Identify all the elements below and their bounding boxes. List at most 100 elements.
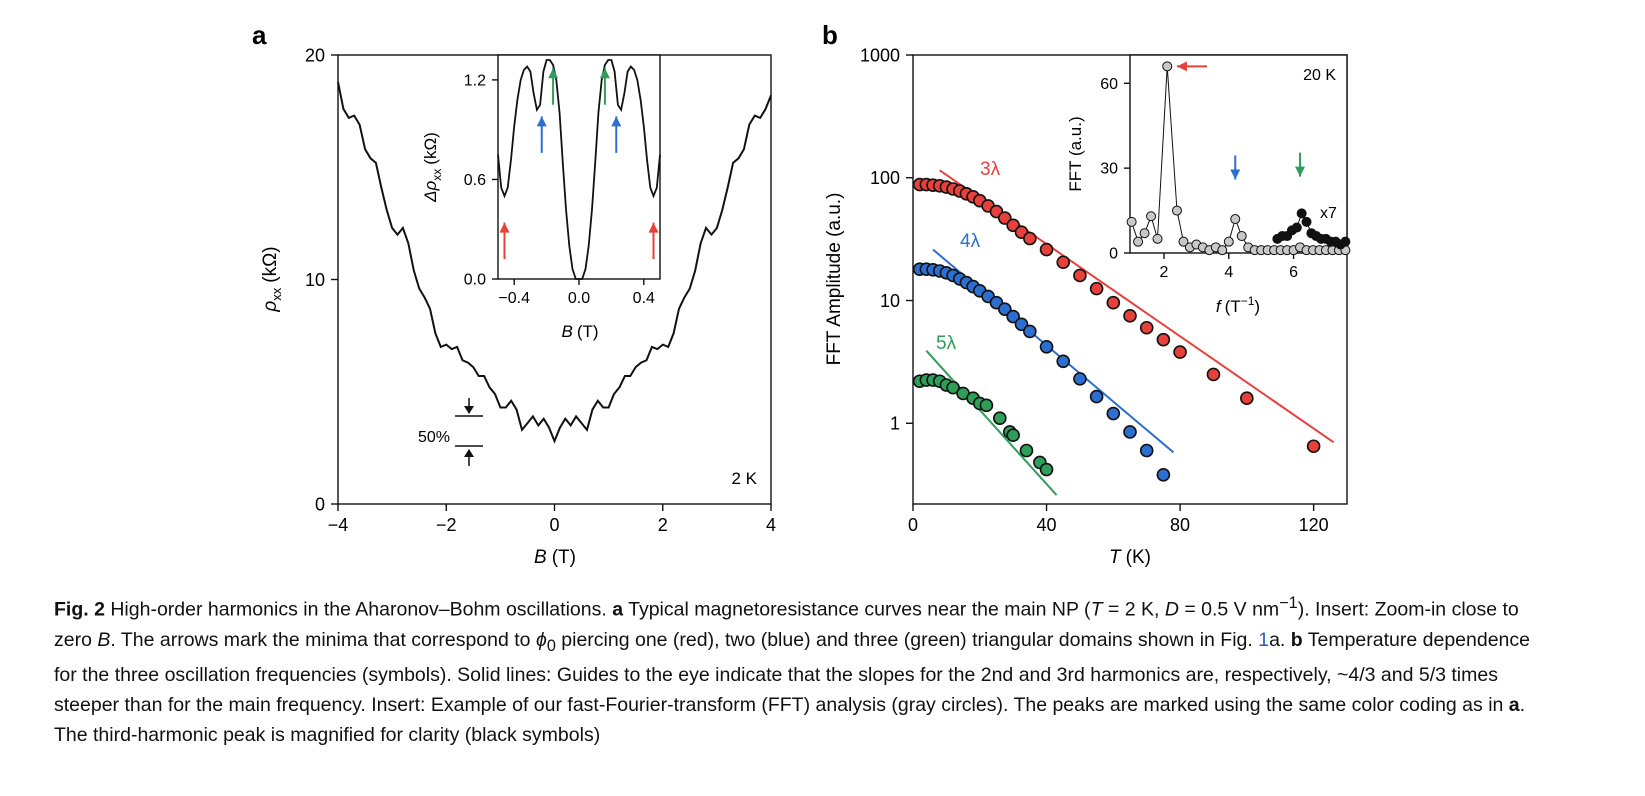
panel-b-point-red: [1056, 255, 1071, 270]
panel-b-point-green: [946, 380, 960, 395]
panel-a-inset-arrow-blue-head: [536, 116, 547, 127]
caption-figure-link[interactable]: 1: [1258, 628, 1270, 651]
panel-b-inset-xlabel-symbol: f: [1216, 297, 1223, 316]
panel-b-point-green: [1039, 462, 1054, 477]
panel-b-inset-point-gray: [1133, 236, 1144, 247]
panel-b-inset-xlabel-superscript: −1: [1241, 294, 1255, 308]
caption-part: = 2 K,: [1102, 598, 1165, 621]
caption-part: . The third-harmonic peak is magnified f…: [54, 694, 1526, 747]
panel-a-inset-curve: [497, 59, 661, 280]
panel-b-xtick-label: 80: [1170, 515, 1190, 535]
panel-b-inset-xlabel-close: ): [1254, 297, 1260, 316]
panel-b-point-red: [1156, 332, 1171, 347]
caption-symbol: T: [1090, 598, 1103, 621]
caption-part: a.: [1269, 628, 1291, 651]
panel-a-xtick-label: −2: [436, 515, 457, 535]
scale-bar: 50%: [418, 398, 483, 466]
caption-part: = 0.5 V nm: [1178, 598, 1280, 621]
caption-part: piercing one (red), two (blue) and three…: [555, 628, 1259, 651]
panel-b-xtick-label: 40: [1037, 515, 1057, 535]
panel-b-point-red: [1089, 281, 1104, 296]
panel-b-point-green: [1006, 428, 1020, 442]
caption-panel-ref: a: [612, 598, 624, 621]
panel-a-ylabel-symbol: ρ: [260, 301, 281, 313]
panel-b-point-red: [1039, 242, 1054, 257]
caption-symbol: B: [97, 628, 111, 651]
scale-bar-label: 50%: [418, 429, 450, 446]
panel-b-point-blue: [1073, 372, 1087, 386]
panel-b-ytick-label: 1000: [860, 45, 900, 65]
panel-b-xlabel-unit: (K): [1126, 547, 1151, 568]
panel-b-inset-ytick-label: 30: [1100, 161, 1118, 178]
caption-part: Temperature dependence for the three osc…: [54, 628, 1530, 717]
panel-b-xlabel: T (K): [1109, 547, 1151, 568]
panel-a-inset-ylabel-symbol: Δρ: [421, 180, 440, 202]
panel-a-inset-ytick-label: 0.6: [464, 172, 486, 189]
panel-a-inset-xlabel: B (T): [561, 322, 598, 341]
panel-b-point-blue: [1039, 339, 1054, 354]
panel-b-inset-point-gray: [1223, 236, 1234, 247]
panel-a-inset-ytick-label: 0.0: [464, 272, 486, 289]
caption-fig-label: Fig. 2: [54, 598, 105, 621]
caption-symbol: ϕ: [535, 628, 547, 651]
panel-b-inset-point-gray: [1236, 231, 1247, 242]
scale-bar-arrowhead-down: [464, 406, 474, 414]
caption-superscript: −1: [1279, 594, 1298, 612]
panel-b-point-red: [1173, 345, 1187, 359]
panel-b-point-red: [1240, 391, 1254, 406]
panel-b-ylabel: FFT Amplitude (a.u.): [824, 193, 845, 366]
panel-b-point-red: [1073, 268, 1087, 283]
panel-b-point-blue: [1023, 324, 1037, 339]
panel-b-inset-point-gray: [1139, 228, 1150, 239]
scale-bar-arrowhead-up: [464, 449, 474, 457]
panel-b-xtick-label: 0: [908, 515, 918, 535]
panel-a-curve: [337, 81, 772, 444]
panel-b-inset-arrow-green-head: [1295, 166, 1306, 177]
panel-b-point-red: [1023, 231, 1037, 246]
panel-a-inset-ylabel: Δρxx (kΩ): [421, 132, 444, 203]
caption-panel-ref: a: [1508, 694, 1520, 717]
panel-b-inset-point-black: [1340, 236, 1351, 247]
panel-b-point-red: [1306, 439, 1321, 454]
panel-a-xtick-label: 4: [766, 515, 776, 535]
panel-b-inset-arrow-blue-head: [1230, 169, 1241, 180]
panel-b-point-red: [1123, 309, 1137, 323]
panel-b-inset-point-black: [1296, 208, 1307, 219]
panel-b-series-label-blue: 4λ: [960, 231, 981, 252]
panel-b-inset-point-gray: [1217, 245, 1228, 256]
panel-b-inset-xlabel: f (T−1): [1216, 294, 1260, 316]
panel-a-inset-arrow-blue-head: [611, 116, 622, 127]
panel-b-inset-xtick-label: 2: [1160, 264, 1169, 281]
panel-a-temperature: 2 K: [731, 469, 757, 488]
panel-a-inset-xtick-label: 0.0: [568, 290, 590, 307]
panel-b-inset-point-gray: [1171, 205, 1182, 216]
panel-b-point-blue: [998, 302, 1012, 316]
panel-b-point-blue: [1106, 406, 1121, 421]
panel-b-point-blue: [1056, 354, 1071, 369]
panel-b-ytick-label: 100: [870, 168, 900, 188]
panel-b-point-green: [1019, 443, 1034, 458]
panel-b-fit-line-green: [925, 350, 1058, 496]
panel-b-xtick-label: 120: [1299, 515, 1329, 535]
panel-b-point-blue: [1156, 468, 1171, 482]
panel-a-ytick-label: 10: [305, 270, 325, 290]
panel-a-inset: −0.4 0.0 0.4 0.0 0.6 1.2 Δρxx (kΩ) B (T): [421, 54, 661, 341]
panel-a-xlabel: B (T): [534, 547, 576, 568]
caption-part: ). Insert: Zoom-in close to zero: [54, 598, 1519, 651]
panel-b-inset-arrow-red-head: [1176, 61, 1187, 72]
panel-a-ylabel: ρxx (kΩ): [260, 246, 284, 312]
panel-b-inset-temperature: 20 K: [1303, 67, 1336, 84]
panel-a-inset-xtick-label: 0.4: [633, 290, 655, 307]
panel-b-inset-xlabel-unit: (T: [1225, 297, 1241, 316]
panel-a-inset-ytick-label: 1.2: [464, 72, 486, 89]
panel-b-inset-xtick-label: 4: [1224, 264, 1233, 281]
panel-b-inset-ytick-label: 0: [1109, 246, 1118, 263]
panel-b-inset-point-gray: [1230, 214, 1241, 225]
panel-a-xlabel-symbol: B: [534, 547, 547, 568]
caption-symbol: D: [1164, 598, 1179, 621]
caption-panel-ref: b: [1290, 628, 1303, 651]
panel-a-ytick-label: 0: [315, 494, 325, 514]
panel-b-inset-point-gray: [1126, 216, 1137, 227]
